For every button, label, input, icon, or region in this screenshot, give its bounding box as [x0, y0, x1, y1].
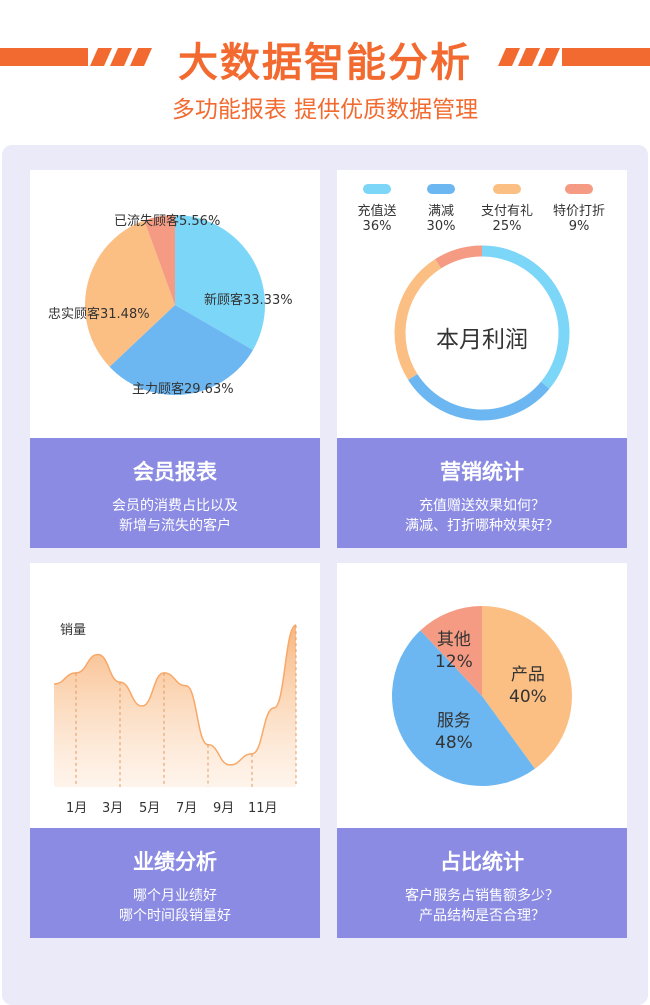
donut-center-label: 本月利润 — [436, 327, 528, 353]
share-pie-svg — [391, 606, 572, 786]
legend-value: 25% — [492, 219, 522, 234]
pie-slice-服务 — [391, 630, 535, 786]
area-ylabel: 销量 — [60, 623, 87, 638]
legend-value: 30% — [426, 219, 456, 234]
legend-swatch — [493, 184, 521, 194]
pie-slice-3 — [144, 215, 175, 305]
legend-recharge: 充值送 36% — [342, 184, 412, 234]
legend-name: 特价打折 — [552, 204, 605, 219]
slice-value: 48% — [435, 733, 473, 753]
performance-footer: 业绩分析 哪个月业绩好 哪个时间段销量好 — [30, 828, 320, 938]
desc-line: 哪个时间段销量好 — [119, 908, 231, 924]
right-stripe-decoration — [498, 48, 650, 66]
slice-value: 12% — [435, 652, 473, 672]
card-title: 营销统计 — [440, 460, 524, 484]
desc-line: 满减、打折哪种效果好？ — [405, 518, 559, 534]
marketing-footer: 营销统计 充值赠送效果如何？ 满减、打折哪种效果好？ — [337, 438, 627, 548]
legend-value: 36% — [362, 219, 392, 234]
pie-slice-0 — [175, 215, 265, 350]
card-description: 哪个月业绩好 哪个时间段销量好 — [30, 886, 320, 926]
desc-line: 会员的消费占比以及 — [112, 498, 238, 514]
slice-name: 产品 — [510, 665, 545, 685]
performance-card: 销量 1月 3月 5月 7月 9月 11月 业绩分析 哪个月业绩好 哪个时间段销… — [30, 563, 320, 938]
pie-slice-2 — [84, 220, 175, 367]
donut-arc-2 — [394, 259, 442, 380]
card-title: 占比统计 — [440, 850, 524, 874]
pie-label-service: 服务 48% — [435, 710, 473, 754]
slice-name: 服务 — [436, 711, 471, 731]
card-description: 客户服务占销售额多少？ 产品结构是否合理？ — [337, 886, 627, 926]
card-description: 会员的消费占比以及 新增与流失的客户 — [30, 496, 320, 536]
sales-area — [54, 625, 296, 787]
pie-slice-1 — [109, 305, 253, 395]
member-pie-svg — [84, 215, 265, 395]
sales-line — [53, 624, 297, 766]
legend-value: 9% — [568, 219, 590, 234]
pie-label-lost: 已流失顾客5.56% — [114, 214, 221, 229]
left-stripe-decoration — [0, 48, 152, 66]
legend-swatch — [363, 184, 391, 194]
member-pie-chart: 已流失顾客5.56% 新顾客33.33% 忠实顾客31.48% 主力顾客29.6… — [30, 170, 320, 440]
legend-swatch — [565, 184, 593, 194]
card-description: 充值赠送效果如何？ 满减、打折哪种效果好？ — [337, 496, 627, 536]
pie-label-other: 其他 12% — [435, 629, 473, 673]
sales-area-svg — [53, 624, 297, 787]
pie-slice-其他 — [420, 606, 482, 696]
pie-label-loyal: 忠实顾客31.48% — [48, 307, 150, 322]
share-card: 其他 12% 产品 40% 服务 48% 占比统计 客户服务占销售额多少？ 产品… — [337, 563, 627, 938]
desc-line: 客户服务占销售额多少？ — [405, 888, 559, 904]
member-report-card: 已流失顾客5.56% 新顾客33.33% 忠实顾客31.48% 主力顾客29.6… — [30, 170, 320, 548]
x-tick-label: 1月 — [66, 801, 88, 816]
donut-arc-0 — [481, 245, 570, 389]
x-tick-label: 5月 — [139, 801, 161, 816]
pie-slice-产品 — [482, 606, 572, 769]
slice-value: 40% — [509, 687, 547, 707]
desc-line: 哪个月业绩好 — [133, 888, 217, 904]
pie-label-new: 新顾客33.33% — [204, 293, 293, 308]
share-footer: 占比统计 客户服务占销售额多少？ 产品结构是否合理？ — [337, 828, 627, 938]
marketing-card: 充值送 36% 满减 30% 支付有礼 25% 特价打折 9% 本月利润 营销统… — [337, 170, 627, 548]
member-report-footer: 会员报表 会员的消费占比以及 新增与流失的客户 — [30, 438, 320, 548]
page-title: 大数据智能分析 — [178, 40, 472, 86]
profit-donut-svg — [394, 245, 570, 421]
slice-name: 其他 — [436, 630, 471, 650]
x-tick-label: 11月 — [248, 801, 278, 816]
desc-line: 充值赠送效果如何？ — [419, 498, 545, 514]
legend-discount: 满减 30% — [406, 184, 476, 234]
pie-label-main: 主力顾客29.63% — [132, 382, 234, 397]
legend-name: 满减 — [427, 204, 454, 219]
legend-name: 充值送 — [357, 204, 397, 219]
card-title: 业绩分析 — [133, 850, 217, 874]
legend-swatch — [427, 184, 455, 194]
desc-line: 新增与流失的客户 — [119, 518, 231, 534]
legend-payment-gift: 支付有礼 25% — [472, 184, 542, 234]
donut-arc-3 — [435, 245, 483, 269]
x-tick-label: 9月 — [213, 801, 235, 816]
desc-line: 产品结构是否合理？ — [419, 908, 545, 924]
x-tick-label: 7月 — [176, 801, 198, 816]
legend-special-price: 特价打折 9% — [544, 184, 614, 234]
sales-area-chart: 销量 1月 3月 5月 7月 9月 11月 — [30, 563, 320, 833]
share-pie-chart: 其他 12% 产品 40% 服务 48% — [337, 563, 627, 833]
page-subtitle: 多功能报表 提供优质数据管理 — [171, 97, 479, 123]
legend-name: 支付有礼 — [480, 204, 533, 219]
marketing-donut-chart: 充值送 36% 满减 30% 支付有礼 25% 特价打折 9% 本月利润 — [337, 170, 627, 440]
donut-arc-1 — [408, 373, 550, 421]
pie-label-product: 产品 40% — [509, 664, 547, 708]
card-title: 会员报表 — [133, 460, 217, 484]
x-tick-label: 3月 — [102, 801, 124, 816]
page-header: 大数据智能分析 多功能报表 提供优质数据管理 — [0, 0, 650, 140]
